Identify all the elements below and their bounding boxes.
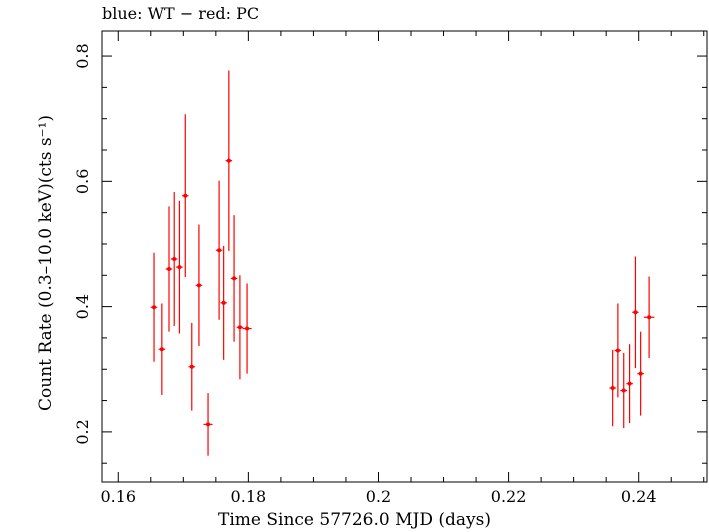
point-marker <box>621 388 626 393</box>
data-point <box>230 215 238 342</box>
chart-title: blue: WT − red: PC <box>102 4 260 23</box>
data-point <box>203 393 213 456</box>
axis-tick-labels: 0.16 0.18 0.2 0.22 0.24 0.2 0.4 0.6 0.8 <box>73 43 657 506</box>
data-point <box>632 256 639 368</box>
data-point <box>150 252 158 362</box>
point-marker <box>633 310 638 315</box>
data-point <box>614 303 622 398</box>
data-point <box>242 283 252 374</box>
point-marker <box>226 158 231 163</box>
data-point <box>165 206 173 332</box>
plot-frame <box>101 30 708 483</box>
y-axis-label: Count Rate (0.3–10.0 keV)(cts s⁻¹) <box>36 115 56 411</box>
point-marker <box>167 267 172 272</box>
x-tick-label: 0.24 <box>621 487 657 506</box>
data-point <box>158 303 166 395</box>
point-marker <box>152 305 157 310</box>
point-marker <box>172 257 177 262</box>
data-point <box>626 344 633 424</box>
data-point <box>643 276 655 358</box>
y-tick-label: 0.2 <box>73 419 92 444</box>
point-marker <box>177 265 182 270</box>
y-tick-label: 0.4 <box>73 294 92 319</box>
data-point <box>170 191 178 327</box>
data-point <box>182 114 189 278</box>
data-point <box>637 331 644 416</box>
point-marker <box>615 348 620 353</box>
data-point <box>620 352 627 429</box>
point-marker <box>237 325 242 330</box>
point-marker <box>183 193 188 198</box>
y-tick-label: 0.6 <box>73 169 92 194</box>
data-point <box>195 224 203 347</box>
point-marker <box>206 422 211 427</box>
axis-ticks <box>102 31 707 482</box>
x-axis-label: Time Since 57726.0 MJD (days) <box>218 510 491 530</box>
point-marker <box>627 381 632 386</box>
x-tick-label: 0.18 <box>231 487 267 506</box>
point-marker <box>189 364 194 369</box>
data-points <box>150 70 655 456</box>
data-point <box>220 245 227 360</box>
data-point <box>215 180 223 320</box>
x-tick-label: 0.2 <box>366 487 391 506</box>
data-point <box>176 200 183 334</box>
point-marker <box>245 326 250 331</box>
point-marker <box>638 371 643 376</box>
data-point <box>225 70 233 251</box>
point-marker <box>159 347 164 352</box>
point-marker <box>196 283 201 288</box>
data-point <box>609 349 616 427</box>
point-marker <box>647 315 652 320</box>
x-tick-label: 0.22 <box>491 487 527 506</box>
data-point <box>188 322 196 411</box>
data-point <box>236 275 244 380</box>
point-marker <box>610 386 615 391</box>
point-marker <box>232 276 237 281</box>
point-marker <box>217 248 222 253</box>
point-marker <box>221 300 226 305</box>
x-tick-label: 0.16 <box>100 487 136 506</box>
y-tick-label: 0.8 <box>73 43 92 68</box>
